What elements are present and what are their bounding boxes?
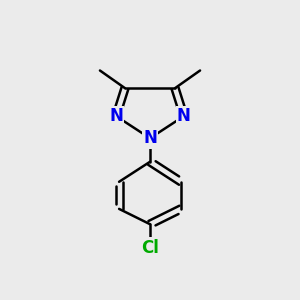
Text: N: N <box>109 107 123 125</box>
Text: Cl: Cl <box>141 239 159 257</box>
Text: N: N <box>143 129 157 147</box>
Text: N: N <box>177 107 191 125</box>
